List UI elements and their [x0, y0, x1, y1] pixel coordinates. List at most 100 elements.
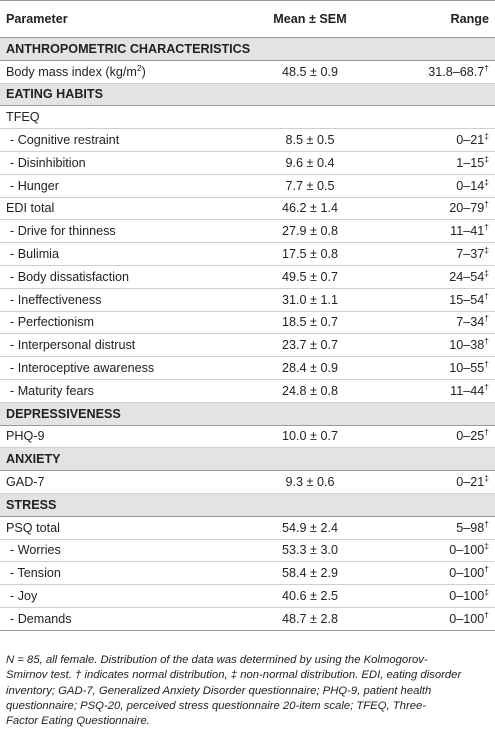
- parameter-cell: - Tension: [0, 562, 240, 585]
- table-row: - Perfectionism 18.5 ± 0.7 7–34†: [0, 311, 495, 334]
- range-cell: 1–15‡: [380, 151, 495, 174]
- range-cell: 20–79†: [380, 197, 495, 220]
- mean-cell: 8.5 ± 0.5: [285, 133, 335, 148]
- range-value: 5–98: [456, 520, 485, 535]
- parameter-cell: - Worries: [0, 539, 240, 562]
- section-header: ANTHROPOMETRIC CHARACTERISTICS: [0, 37, 495, 61]
- range-value: 7–34: [456, 315, 485, 330]
- footnote-line: Smirnov test. † indicates normal distrib…: [6, 669, 462, 682]
- range-value: 20–79: [449, 201, 485, 216]
- distribution-mark: †: [484, 381, 489, 392]
- table-row: TFEQ: [0, 106, 495, 129]
- distribution-mark: †: [484, 358, 489, 369]
- range-value: 11–44: [450, 383, 485, 398]
- header-range: Range: [450, 12, 490, 26]
- distribution-mark: ‡: [484, 541, 489, 552]
- section-label: STRESS: [6, 497, 57, 512]
- section-label: DEPRESSIVENESS: [6, 406, 121, 421]
- table-row: - Disinhibition 9.6 ± 0.4 1–15‡: [0, 151, 495, 175]
- distribution-mark: †: [484, 609, 489, 620]
- footnote-line: questionnaire; PSQ-20, perceived stress …: [6, 699, 427, 712]
- mean-cell: 53.3 ± 3.0: [282, 543, 338, 558]
- range-cell: 0–100†: [380, 562, 495, 585]
- distribution-mark: ‡: [484, 267, 489, 278]
- table-row: - Joy 40.6 ± 2.5 0–100‡: [0, 585, 495, 608]
- parameter-cell: - Interpersonal distrust: [0, 334, 240, 357]
- range-cell: 0–21‡: [380, 129, 495, 152]
- range-cell: 7–37‡: [380, 243, 495, 266]
- table-row: PSQ total 54.9 ± 2.4 5–98†: [0, 516, 495, 540]
- range-cell: 10–38†: [380, 334, 495, 357]
- distribution-mark: †: [484, 199, 489, 210]
- mean-cell: 24.8 ± 0.8: [282, 383, 338, 398]
- table-row: - Bulimia 17.5 ± 0.8 7–37‡: [0, 243, 495, 266]
- parameter-label: - Bulimia: [10, 247, 59, 262]
- parameter-label: - Maturity fears: [10, 383, 94, 398]
- range-cell: 15–54†: [380, 288, 495, 311]
- range-cell: 5–98†: [380, 516, 495, 539]
- parameter-cell: - Bulimia: [0, 243, 240, 266]
- parameter-label: EDI total: [6, 201, 55, 216]
- parameter-label: - Hunger: [10, 178, 59, 193]
- distribution-mark: †: [484, 427, 489, 438]
- mean-cell: 58.4 ± 2.9: [282, 566, 338, 581]
- distribution-mark: ‡: [484, 244, 489, 255]
- range-value: 0–21: [456, 475, 485, 490]
- parameter-cell: - Disinhibition: [0, 151, 240, 174]
- distribution-mark: †: [484, 564, 489, 575]
- table-row: - Cognitive restraint 8.5 ± 0.5 0–21‡: [0, 129, 495, 152]
- parameter-label: - Tension: [10, 566, 61, 581]
- range-value: 7–37: [456, 247, 485, 262]
- section-label: EATING HABITS: [6, 87, 104, 102]
- mean-cell: 46.2 ± 1.4: [282, 201, 338, 216]
- mean-cell: 23.7 ± 0.7: [282, 338, 338, 353]
- table-row: - Worries 53.3 ± 3.0 0–100‡: [0, 539, 495, 562]
- parameter-label: - Worries: [10, 543, 61, 558]
- distribution-mark: †: [484, 336, 489, 347]
- distribution-mark: ‡: [484, 176, 489, 187]
- range-cell: 10–55†: [380, 357, 495, 380]
- table-row: - Maturity fears 24.8 ± 0.8 11–44†: [0, 379, 495, 403]
- parameter-superscript: 2: [136, 62, 142, 73]
- mean-cell: 40.6 ± 2.5: [282, 589, 338, 604]
- distribution-mark: †: [484, 313, 489, 324]
- table-row: - Demands 48.7 ± 2.8 0–100†: [0, 607, 495, 631]
- mean-cell: 18.5 ± 0.7: [282, 315, 338, 330]
- table-row: EDI total 46.2 ± 1.4 20–79†: [0, 197, 495, 220]
- parameter-label: PHQ-9: [6, 429, 45, 444]
- mean-cell: 49.5 ± 0.7: [282, 269, 338, 284]
- distribution-mark: ‡: [484, 153, 489, 164]
- range-value: 11–41: [450, 224, 485, 239]
- table-row: PHQ-9 10.0 ± 0.7 0–25†: [0, 425, 495, 448]
- parameter-cell: - Drive for thinness: [0, 220, 240, 243]
- parameter-cell: - Demands: [0, 607, 240, 630]
- parameter-cell: - Interoceptive awareness: [0, 357, 240, 380]
- table-row: - Hunger 7.7 ± 0.5 0–14‡: [0, 174, 495, 198]
- header-parameter: Parameter: [6, 12, 68, 26]
- range-cell: [380, 106, 495, 129]
- mean-cell: 17.5 ± 0.8: [282, 247, 338, 262]
- distribution-mark: †: [484, 290, 489, 301]
- parameter-cell: EDI total: [0, 197, 240, 220]
- range-cell: 0–100†: [380, 607, 495, 630]
- parameter-cell: - Ineffectiveness: [0, 288, 240, 311]
- mean-cell: [240, 106, 380, 129]
- mean-cell: 10.0 ± 0.7: [282, 429, 338, 444]
- mean-cell: 48.5 ± 0.9: [282, 64, 338, 79]
- table-header: Parameter Mean ± SEM Range: [0, 0, 495, 38]
- section-label: ANTHROPOMETRIC CHARACTERISTICS: [6, 41, 251, 56]
- range-cell: 11–44†: [380, 379, 495, 402]
- parameter-cell: - Body dissatisfaction: [0, 265, 240, 288]
- range-value: 0–14: [456, 178, 485, 193]
- parameter-label: Body mass index (kg/m: [6, 64, 137, 79]
- parameter-cell: - Cognitive restraint: [0, 129, 240, 152]
- parameter-label: - Demands: [10, 611, 72, 626]
- range-value: 15–54: [449, 292, 485, 307]
- parameter-label: TFEQ: [6, 110, 40, 125]
- range-value: 24–54: [449, 269, 485, 284]
- distribution-mark: ‡: [484, 472, 489, 483]
- parameter-label: - Drive for thinness: [10, 224, 116, 239]
- parameter-label: PSQ total: [6, 520, 60, 535]
- range-value: 0–25: [456, 429, 485, 444]
- mean-cell: 48.7 ± 2.8: [282, 611, 338, 626]
